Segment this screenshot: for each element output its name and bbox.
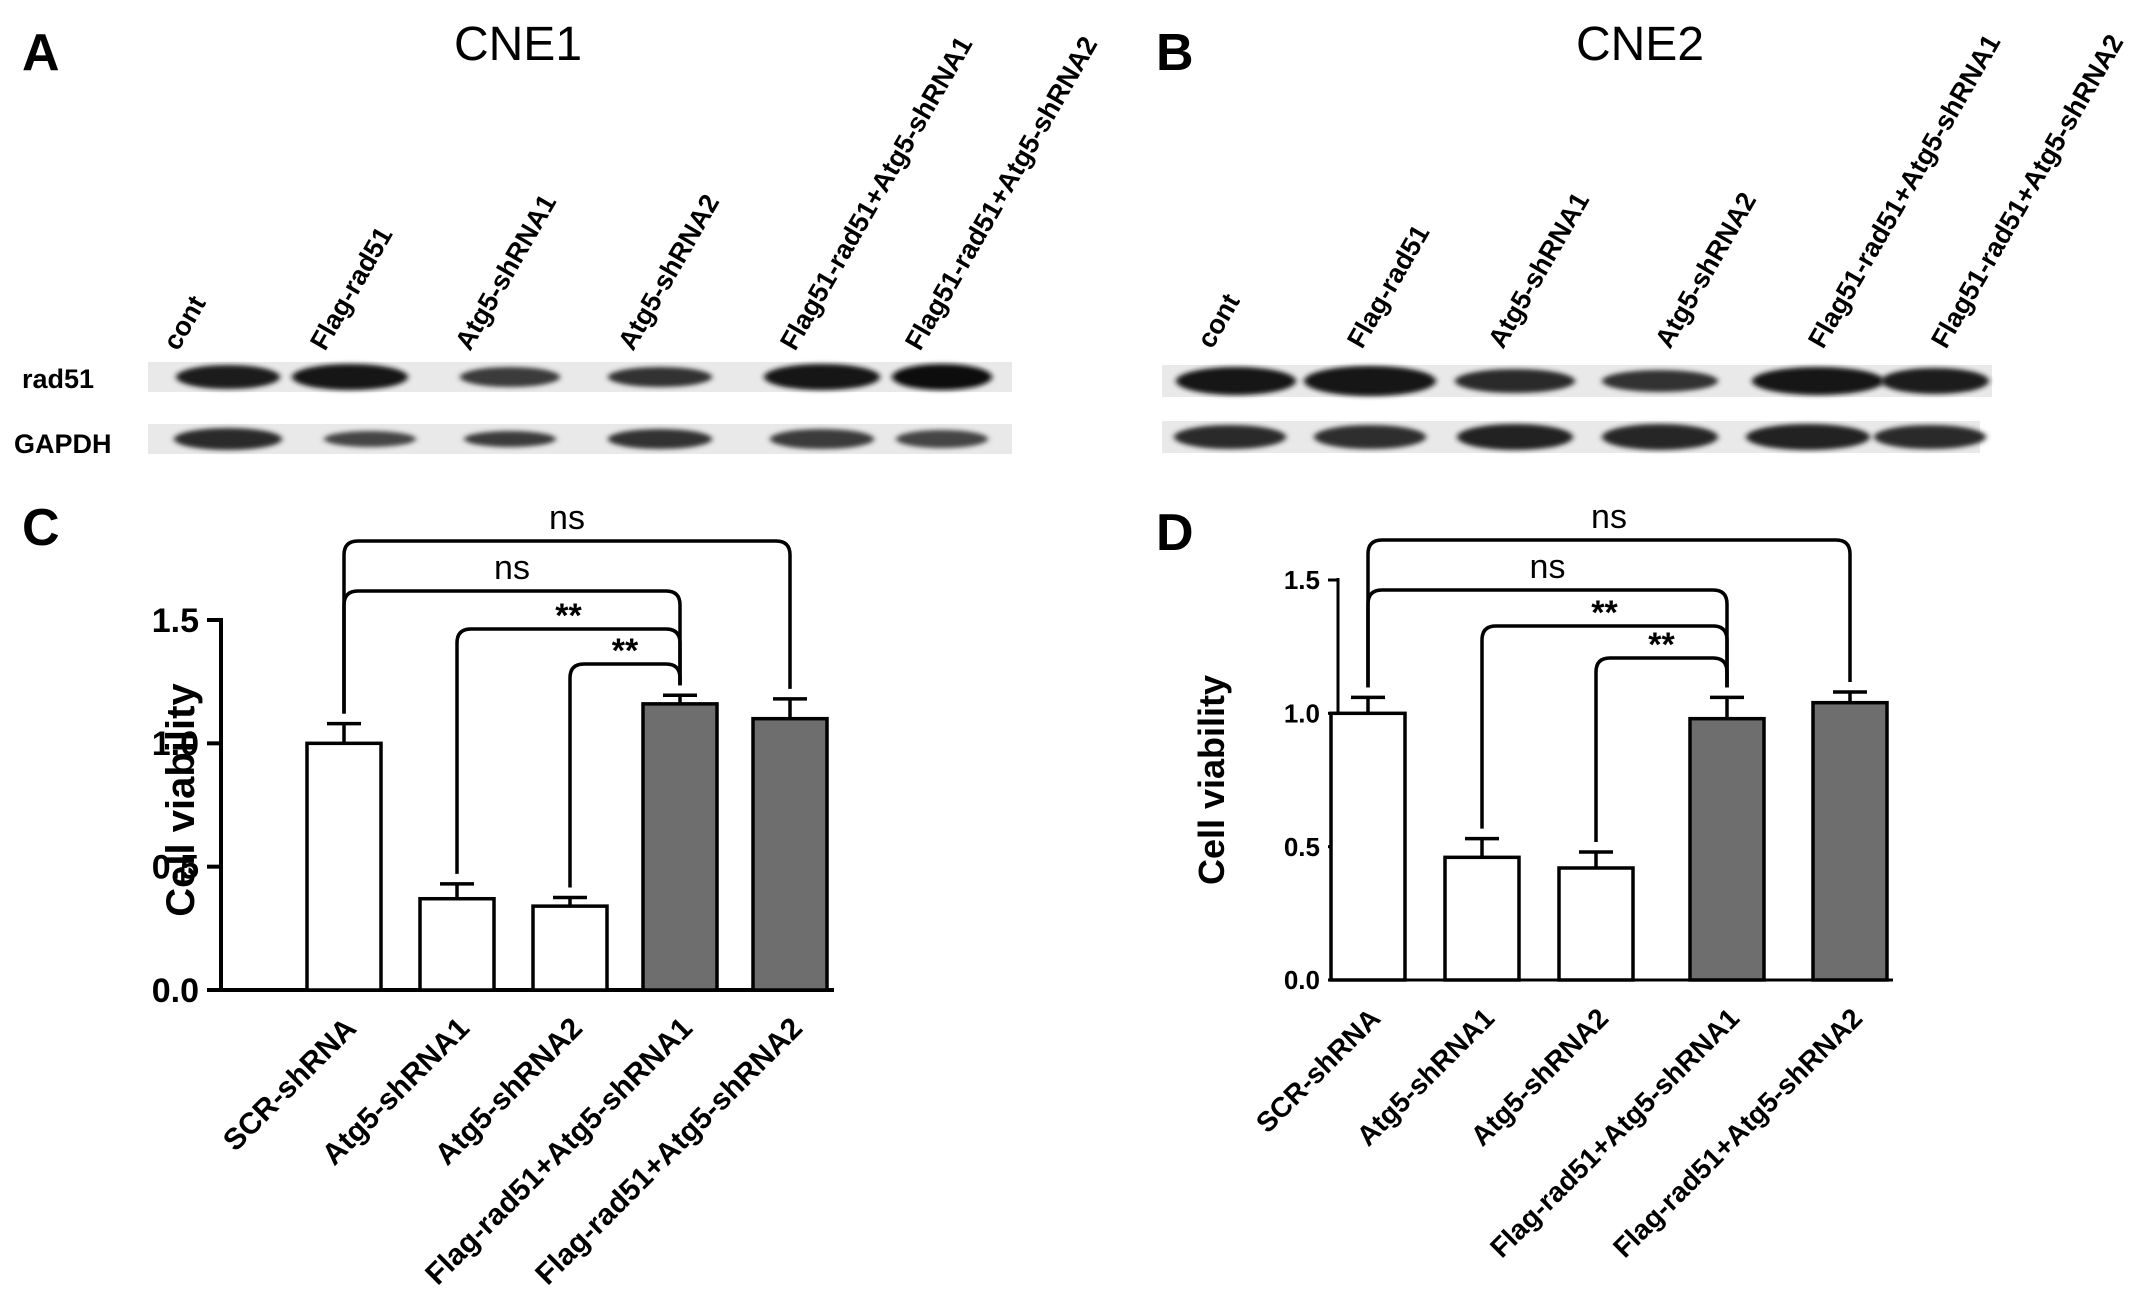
bar-chart-d: Cell viability0.00.51.01.5SCR-shRNAAtg5-… xyxy=(1191,498,1893,1264)
chart-c-bar xyxy=(305,741,383,992)
bar-chart-c: Cell viability0.00.51.01.5SCR-shRNAAtg5-… xyxy=(152,499,834,1291)
blot-a-gapdh-band xyxy=(174,428,282,450)
chart-d-bar xyxy=(1688,716,1766,982)
blot-b-gapdh-band xyxy=(1746,424,1870,450)
chart-d-significance-label: ** xyxy=(1648,626,1675,664)
chart-c-y-tick-label: 0.0 xyxy=(152,972,199,1010)
blot-a-image xyxy=(148,362,1012,454)
chart-d-category-label: Flag-rad51+Atg5-shRNA2 xyxy=(1607,1002,1868,1263)
panel-letter-c: C xyxy=(22,499,60,557)
chart-c-y-tick-label: 1.5 xyxy=(152,602,199,640)
blot-a-rad51-band xyxy=(292,364,408,390)
chart-d-y-tick-label: 1.5 xyxy=(1284,565,1320,595)
blot-a-lane-label: Atg5-shRNA2 xyxy=(612,189,725,355)
chart-c-bar xyxy=(418,896,496,992)
blot-b-rad51-band xyxy=(1881,368,1989,394)
chart-c-significance-label: ** xyxy=(555,597,582,635)
blot-b-gapdh-band xyxy=(1314,425,1426,449)
chart-d-y-tick-label: 1.0 xyxy=(1284,698,1320,728)
blot-a-row-label-rad51: rad51 xyxy=(22,364,94,394)
blot-a-lane-label: cont xyxy=(157,291,211,355)
blot-b-gapdh-band xyxy=(1457,424,1573,450)
chart-d-bar xyxy=(1329,711,1407,982)
panel-letter-b: B xyxy=(1156,24,1194,82)
chart-d-significance-label: ns xyxy=(1530,548,1566,586)
blot-b-gapdh-band xyxy=(1874,425,1986,449)
blot-a-gapdh-band xyxy=(608,429,712,449)
blot-a-gapdh-band xyxy=(464,431,556,447)
blot-a-rad51-band xyxy=(892,364,992,390)
blot-a-row-label-gapdh: GAPDH xyxy=(14,429,112,459)
chart-c-y-tick-label: 1.0 xyxy=(152,725,199,763)
blot-a-gapdh-band xyxy=(896,430,988,448)
chart-d-significance-bracket xyxy=(1480,624,1729,829)
blot-b-lane-labels: cont Flag-rad51 Atg5-shRNA1 Atg5-shRNA2 Flag… xyxy=(1191,29,2129,353)
blot-b-image xyxy=(1162,365,1992,453)
panel-letter-d: D xyxy=(1156,504,1194,562)
chart-c-significance-bracket xyxy=(455,627,682,874)
panel-letter-a: A xyxy=(22,24,60,82)
blot-b-rad51-band xyxy=(1752,367,1884,395)
blot-b-gapdh-band xyxy=(1602,424,1718,450)
blot-b-lane-label: Atg5-shRNA2 xyxy=(1649,187,1762,353)
chart-d-bar xyxy=(1557,866,1635,982)
panel-a-title: CNE1 xyxy=(454,18,582,71)
chart-d-y-tick-label: 0.5 xyxy=(1284,832,1320,862)
chart-c-significance-label: ** xyxy=(612,632,639,670)
chart-c-significance-label: ns xyxy=(549,499,585,537)
chart-d-y-tick-label: 0.0 xyxy=(1284,965,1320,995)
blot-a-lane-label: Atg5-shRNA1 xyxy=(449,189,562,355)
blot-a-rad51-band xyxy=(764,364,880,390)
chart-c-bar xyxy=(641,702,719,992)
chart-d-category-label: Flag-rad51+Atg5-shRNA1 xyxy=(1484,1002,1745,1263)
chart-d-bar xyxy=(1443,855,1521,982)
blot-a-gapdh-band xyxy=(324,431,416,447)
chart-c-bar xyxy=(531,904,609,992)
blot-b-lane-label: Atg5-shRNA1 xyxy=(1482,187,1595,353)
blot-a-rad51-band xyxy=(608,367,712,387)
chart-c-significance-bracket xyxy=(342,539,792,714)
chart-c-significance-bracket xyxy=(568,662,682,888)
chart-c-significance-bracket xyxy=(342,589,682,714)
chart-d-significance-bracket xyxy=(1366,588,1729,688)
chart-d-ylabel: Cell viability xyxy=(1191,675,1232,885)
chart-c-y-tick-label: 0.5 xyxy=(152,849,199,887)
blot-b-rad51-band xyxy=(1455,369,1575,393)
chart-c-significance-label: ns xyxy=(494,549,530,587)
blot-b-lane-label: Flag-rad51 xyxy=(1341,220,1435,353)
chart-d-significance-bracket xyxy=(1594,656,1729,842)
blot-a-rad51-band xyxy=(176,365,280,389)
blot-b-rad51-band xyxy=(1304,366,1436,396)
chart-d-significance-label: ** xyxy=(1591,594,1618,632)
chart-d-bar xyxy=(1811,700,1889,982)
chart-d-significance-label: ns xyxy=(1591,498,1627,536)
chart-c-ylabel: Cell viability xyxy=(159,683,203,917)
blot-a-lane-labels: cont Flag-rad51 Atg5-shRNA1 Atg5-shRNA2 Flag… xyxy=(157,31,1103,355)
blot-a-lane-label: Flag-rad51 xyxy=(304,222,398,355)
chart-d-significance-bracket xyxy=(1366,538,1852,688)
blot-b-rad51-band xyxy=(1602,370,1718,392)
panel-b-title: CNE2 xyxy=(1576,18,1704,71)
blot-b-rad51-band xyxy=(1176,367,1296,395)
chart-c-bar xyxy=(751,716,829,992)
blot-b-lane-label: cont xyxy=(1191,289,1245,353)
blot-b-gapdh-band xyxy=(1174,425,1286,449)
blot-a-rad51-band xyxy=(460,367,560,387)
blot-a-gapdh-band xyxy=(770,429,874,449)
